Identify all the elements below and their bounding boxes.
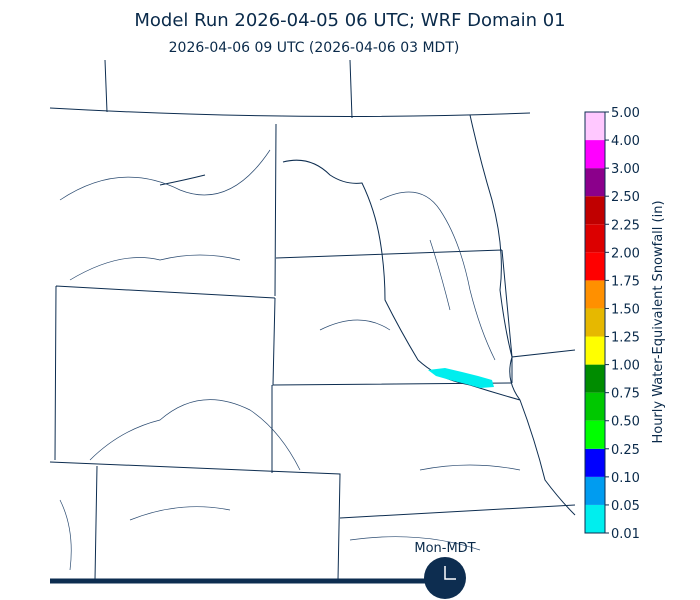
colorbar-tick-label: 0.10 xyxy=(611,471,640,486)
colorbar-segment xyxy=(585,476,605,505)
colorbar-tick-label: 4.00 xyxy=(611,134,640,149)
colorbar-segment xyxy=(585,448,605,477)
colorbar-tick-label: 3.00 xyxy=(611,162,640,177)
colorbar-segment xyxy=(585,336,605,365)
colorbar-segment xyxy=(585,140,605,169)
colorbar-tick-label: 0.01 xyxy=(611,527,640,542)
colorbar-tick-label: 1.00 xyxy=(611,359,640,374)
colorbar-tick-label: 2.50 xyxy=(611,190,640,205)
colorbar-segment xyxy=(585,420,605,449)
snowfall-area xyxy=(428,368,494,388)
colorbar-tick-label: 2.00 xyxy=(611,246,640,261)
river xyxy=(59,149,521,571)
colorbar-segment xyxy=(585,196,605,225)
colorbar-segment xyxy=(585,224,605,253)
state-border xyxy=(49,59,576,581)
colorbar-tick-label: 2.25 xyxy=(611,218,640,233)
river-border xyxy=(159,114,576,516)
colorbar-tick-label: 0.25 xyxy=(611,443,640,458)
colorbar-tick-label: 5.00 xyxy=(611,106,640,121)
colorbar-segment xyxy=(585,392,605,421)
colorbar-tick-label: 1.50 xyxy=(611,302,640,317)
colorbar-segment xyxy=(585,252,605,281)
map xyxy=(49,59,576,581)
colorbar-label: Hourly Water-Equivalent Snowfall (in) xyxy=(651,200,666,443)
colorbar-tick-label: 0.75 xyxy=(611,387,640,402)
colorbar-segment xyxy=(585,504,605,533)
colorbar-segment xyxy=(585,280,605,309)
colorbar-tick-label: 1.75 xyxy=(611,274,640,289)
colorbar-tick-label: 0.05 xyxy=(611,499,640,514)
subtitle: 2026-04-06 09 UTC (2026-04-06 03 MDT) xyxy=(169,40,460,56)
colorbar-segment xyxy=(585,364,605,393)
clock-hands xyxy=(444,566,456,580)
colorbar-segment xyxy=(585,112,605,141)
colorbar-tick-label: 1.25 xyxy=(611,331,640,346)
colorbar-segment xyxy=(585,168,605,197)
timeline-label: Mon-MDT xyxy=(414,541,475,556)
colorbar-segment xyxy=(585,308,605,337)
colorbar: 0.01 0.05 0.10 0.25 0.50 0.75 1.00 1.25 1.50 1.75… xyxy=(584,106,640,542)
title: Model Run 2026-04-05 06 UTC; WRF Domain … xyxy=(134,10,565,31)
colorbar-frame xyxy=(584,111,606,534)
colorbar-tick-label: 0.50 xyxy=(611,415,640,430)
